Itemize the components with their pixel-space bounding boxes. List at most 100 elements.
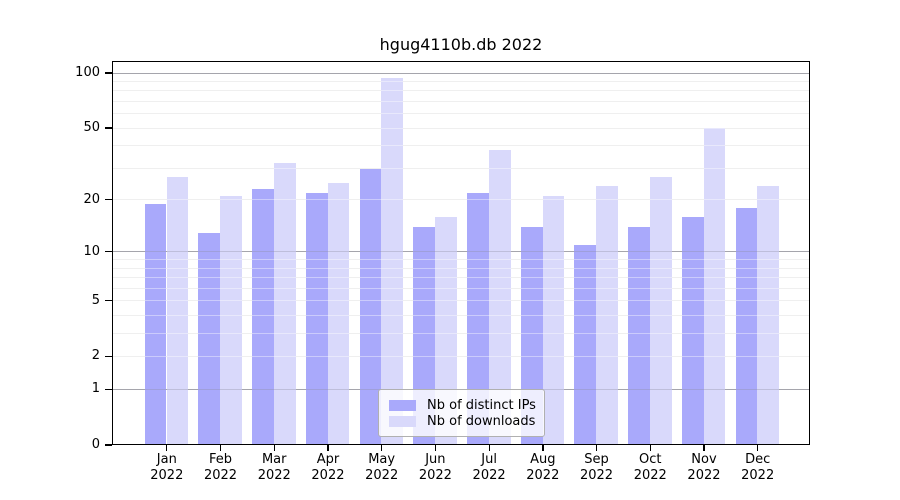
y-tick-label: 20 bbox=[83, 191, 100, 207]
x-axis-tick bbox=[542, 445, 544, 451]
month-label: May bbox=[368, 452, 396, 467]
bar-downloads-nov bbox=[703, 128, 726, 444]
gridline-minor-overlay bbox=[113, 332, 809, 334]
x-tick-label-may: May 2022 bbox=[350, 452, 414, 484]
gridline-minor bbox=[113, 314, 809, 316]
month-label: Jul bbox=[481, 452, 497, 467]
x-axis-tick bbox=[166, 445, 168, 451]
x-axis-tick bbox=[595, 445, 598, 451]
legend-label-downloads: Nb of downloads bbox=[427, 413, 536, 429]
gridline-minor bbox=[113, 332, 809, 334]
year-label: 2022 bbox=[741, 468, 775, 483]
year-label: 2022 bbox=[418, 468, 452, 483]
gridline-minor-overlay bbox=[113, 90, 809, 92]
month-label: Jan bbox=[156, 452, 177, 467]
x-axis-tick bbox=[488, 445, 490, 451]
month-label: Dec bbox=[745, 452, 771, 467]
bar-downloads-apr bbox=[327, 182, 350, 444]
x-tick-label-aug: Aug 2022 bbox=[511, 452, 575, 484]
gridline-minor-overlay bbox=[113, 277, 809, 279]
bar-distinct-ips-apr bbox=[305, 192, 328, 444]
gridline-minor-overlay bbox=[113, 101, 809, 103]
month-label: Oct bbox=[639, 452, 662, 467]
x-tick-label-feb: Feb 2022 bbox=[189, 452, 253, 484]
x-axis-tick bbox=[327, 445, 329, 451]
x-tick-label-apr: Apr 2022 bbox=[296, 452, 360, 484]
gridline-minor-overlay bbox=[113, 199, 809, 201]
gridline-minor bbox=[113, 145, 809, 147]
gridline-minor bbox=[113, 287, 809, 289]
gridline-minor bbox=[113, 90, 809, 92]
chart-title: hgug4110b.db 2022 bbox=[379, 35, 543, 54]
year-label: 2022 bbox=[687, 468, 721, 483]
y-axis-tick bbox=[105, 251, 112, 253]
bar-distinct-ips-sep bbox=[574, 245, 597, 444]
year-label: 2022 bbox=[257, 468, 291, 483]
bar-downloads-may bbox=[381, 78, 404, 444]
gridline-minor bbox=[113, 113, 809, 115]
gridline-major bbox=[113, 251, 809, 253]
y-axis-tick bbox=[105, 388, 112, 390]
bar-downloads-jul bbox=[488, 150, 511, 444]
gridline-minor bbox=[113, 101, 809, 103]
gridline-minor-overlay bbox=[113, 259, 809, 261]
bar-downloads-dec bbox=[757, 185, 780, 444]
gridline-minor-overlay bbox=[113, 127, 809, 129]
legend-swatch-downloads bbox=[389, 415, 416, 427]
gridline-minor bbox=[113, 267, 809, 269]
y-tick-label: 1 bbox=[91, 381, 100, 397]
gridline-major-overlay bbox=[113, 72, 809, 74]
x-tick-label-sep: Sep 2022 bbox=[565, 452, 629, 484]
x-axis-tick bbox=[434, 445, 437, 451]
gridline-minor-overlay bbox=[113, 287, 809, 289]
gridline-major bbox=[113, 72, 809, 74]
bar-distinct-ips-may bbox=[359, 168, 382, 444]
bar-distinct-ips-nov bbox=[681, 216, 704, 444]
year-label: 2022 bbox=[365, 468, 399, 483]
year-label: 2022 bbox=[579, 468, 614, 483]
gridline-minor-overlay bbox=[113, 300, 809, 302]
month-label: Jun bbox=[425, 452, 446, 467]
legend-label-distinct-ips: Nb of distinct IPs bbox=[427, 397, 536, 413]
legend-swatch-distinct-ips bbox=[389, 399, 416, 411]
y-axis-tick bbox=[105, 198, 112, 201]
x-axis-tick bbox=[757, 445, 759, 451]
y-tick-label: 100 bbox=[75, 64, 100, 80]
y-axis-tick bbox=[105, 127, 112, 129]
gridline-minor bbox=[113, 167, 809, 169]
month-label: Aug bbox=[530, 452, 556, 467]
x-tick-label-jun: Jun 2022 bbox=[403, 452, 467, 484]
bar-distinct-ips-feb bbox=[198, 232, 221, 444]
bar-downloads-sep bbox=[596, 185, 619, 444]
y-axis-tick bbox=[105, 299, 112, 302]
y-tick-label: 50 bbox=[83, 120, 100, 136]
gridline-minor-overlay bbox=[113, 314, 809, 316]
gridline-minor-overlay bbox=[113, 113, 809, 115]
plot-area bbox=[112, 61, 810, 445]
year-label: 2022 bbox=[203, 468, 238, 483]
legend-item-distinct-ips: Nb of distinct IPs bbox=[389, 397, 536, 413]
bar-downloads-jun bbox=[435, 216, 457, 444]
x-tick-label-nov: Nov 2022 bbox=[672, 452, 736, 484]
bar-downloads-feb bbox=[220, 196, 242, 444]
y-tick-label: 5 bbox=[91, 292, 100, 308]
gridline-minor bbox=[113, 259, 809, 261]
x-tick-label-jul: Jul 2022 bbox=[457, 452, 521, 484]
x-axis-tick bbox=[649, 445, 651, 451]
month-label: Apr bbox=[316, 452, 340, 467]
y-axis-tick bbox=[105, 72, 112, 74]
gridline-minor bbox=[113, 277, 809, 279]
gridline-minor bbox=[113, 127, 809, 129]
gridline-minor bbox=[113, 300, 809, 302]
y-tick-label: 0 bbox=[91, 437, 100, 452]
x-axis-tick bbox=[381, 445, 383, 451]
year-label: 2022 bbox=[472, 468, 506, 483]
gridline-minor bbox=[113, 81, 809, 83]
y-tick-label: 10 bbox=[83, 243, 100, 259]
y-axis-tick bbox=[105, 444, 112, 446]
year-label: 2022 bbox=[311, 468, 345, 483]
year-label: 2022 bbox=[633, 468, 667, 483]
x-axis-tick bbox=[273, 445, 275, 451]
y-tick-label: 2 bbox=[91, 348, 100, 364]
